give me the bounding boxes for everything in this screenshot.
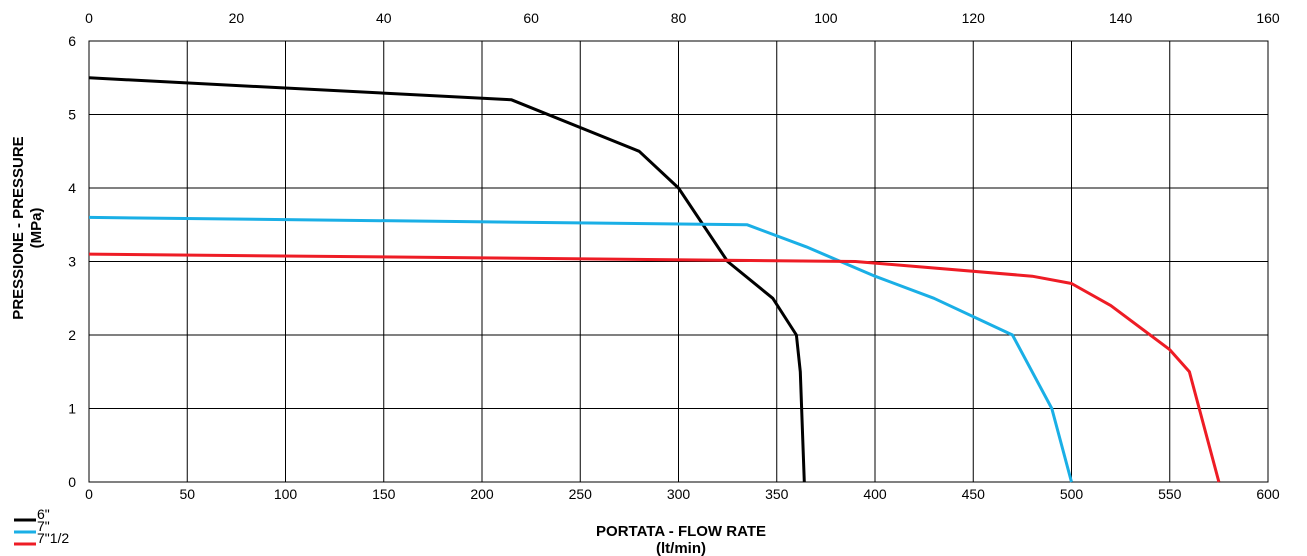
series-line <box>88 76 806 483</box>
x-tick-label: 0 <box>85 486 93 502</box>
top-x-tick-label: 140 <box>1109 10 1133 26</box>
x-tick-label: 100 <box>274 486 298 502</box>
y-tick-label: 6 <box>68 33 76 49</box>
tick-labels: 0 50 100 150 200 250 300 350 400 450 500 550 6000123… <box>68 10 1280 502</box>
series-line <box>88 252 1221 483</box>
top-x-tick-label: 120 <box>962 10 986 26</box>
y-axis-unit: (MPa) <box>28 208 45 249</box>
x-tick-label: 50 <box>179 486 195 502</box>
series-line <box>88 215 1073 483</box>
series-lines <box>88 76 1221 483</box>
x-axis-title: PORTATA - FLOW RATE <box>596 523 766 540</box>
x-tick-label: 600 <box>1256 486 1280 502</box>
x-tick-label: 400 <box>863 486 887 502</box>
legend-label: 7" <box>37 518 50 534</box>
top-x-tick-label: 20 <box>229 10 245 26</box>
top-x-tick-label: 60 <box>523 10 539 26</box>
x-tick-label: 450 <box>962 486 986 502</box>
y-tick-label: 4 <box>68 180 76 196</box>
grid <box>88 40 1269 483</box>
y-tick-label: 2 <box>68 327 76 343</box>
top-x-tick-label: 80 <box>671 10 687 26</box>
y-tick-label: 5 <box>68 107 76 123</box>
x-tick-label: 350 <box>765 486 789 502</box>
plot-area <box>88 40 1269 483</box>
legend-label: 7"1/2 <box>37 530 69 546</box>
top-x-tick-label: 0 <box>85 10 93 26</box>
x-tick-label: 550 <box>1158 486 1182 502</box>
top-x-tick-label: 40 <box>376 10 392 26</box>
y-tick-label: 3 <box>68 254 76 270</box>
top-x-tick-label: 100 <box>814 10 838 26</box>
legend: 6"7"7"1/2 <box>14 506 69 546</box>
top-x-tick-label: 160 <box>1256 10 1280 26</box>
legend-label: 6" <box>37 506 50 522</box>
x-axis-unit: (lt/min) <box>656 540 706 556</box>
x-tick-label: 150 <box>372 486 396 502</box>
y-tick-label: 1 <box>68 401 76 417</box>
x-tick-label: 200 <box>470 486 494 502</box>
x-tick-label: 250 <box>569 486 593 502</box>
y-axis-title: PRESSIONE - PRESSURE <box>10 136 27 319</box>
y-tick-label: 0 <box>68 474 76 490</box>
x-tick-label: 500 <box>1060 486 1084 502</box>
x-tick-label: 300 <box>667 486 691 502</box>
